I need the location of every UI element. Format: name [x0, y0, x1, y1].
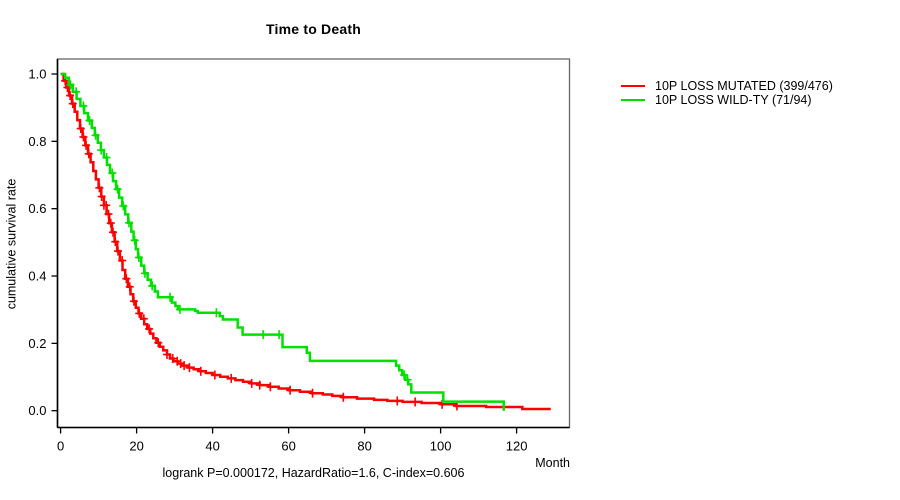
legend: 10P LOSS MUTATED (399/476) 10P LOSS WILD-… — [621, 79, 833, 107]
x-tick-label: 80 — [357, 439, 371, 454]
y-tick-label: 0.0 — [28, 403, 46, 418]
y-axis-title-wrap: cumulative survival rate — [2, 59, 20, 428]
legend-label: 10P LOSS WILD-TY (71/94) — [655, 93, 812, 107]
y-axis-title: cumulative survival rate — [4, 178, 19, 309]
legend-item: 10P LOSS MUTATED (399/476) — [621, 79, 833, 93]
y-tick-label: 0.8 — [28, 134, 46, 149]
y-tick-label: 1.0 — [28, 67, 46, 82]
x-tick-label: 20 — [129, 439, 143, 454]
legend-line-swatch — [621, 84, 645, 88]
x-tick-label: 40 — [205, 439, 219, 454]
x-tick-label: 120 — [506, 439, 528, 454]
x-tick-label: 60 — [281, 439, 295, 454]
x-tick-label: 100 — [430, 439, 452, 454]
legend-label: 10P LOSS MUTATED (399/476) — [655, 79, 833, 93]
x-axis-title: Month — [535, 456, 570, 470]
y-tick-label: 0.6 — [28, 201, 46, 216]
chart-title: Time to Death — [266, 21, 361, 37]
logrank-annotation: logrank P=0.000172, HazardRatio=1.6, C-i… — [162, 466, 465, 480]
x-tick-label: 0 — [57, 439, 64, 454]
y-tick-label: 0.2 — [28, 336, 46, 351]
legend-item: 10P LOSS WILD-TY (71/94) — [621, 93, 833, 107]
y-tick-label: 0.4 — [28, 269, 46, 284]
legend-line-swatch — [621, 98, 645, 102]
survival-curve-wildtype — [60, 72, 505, 411]
